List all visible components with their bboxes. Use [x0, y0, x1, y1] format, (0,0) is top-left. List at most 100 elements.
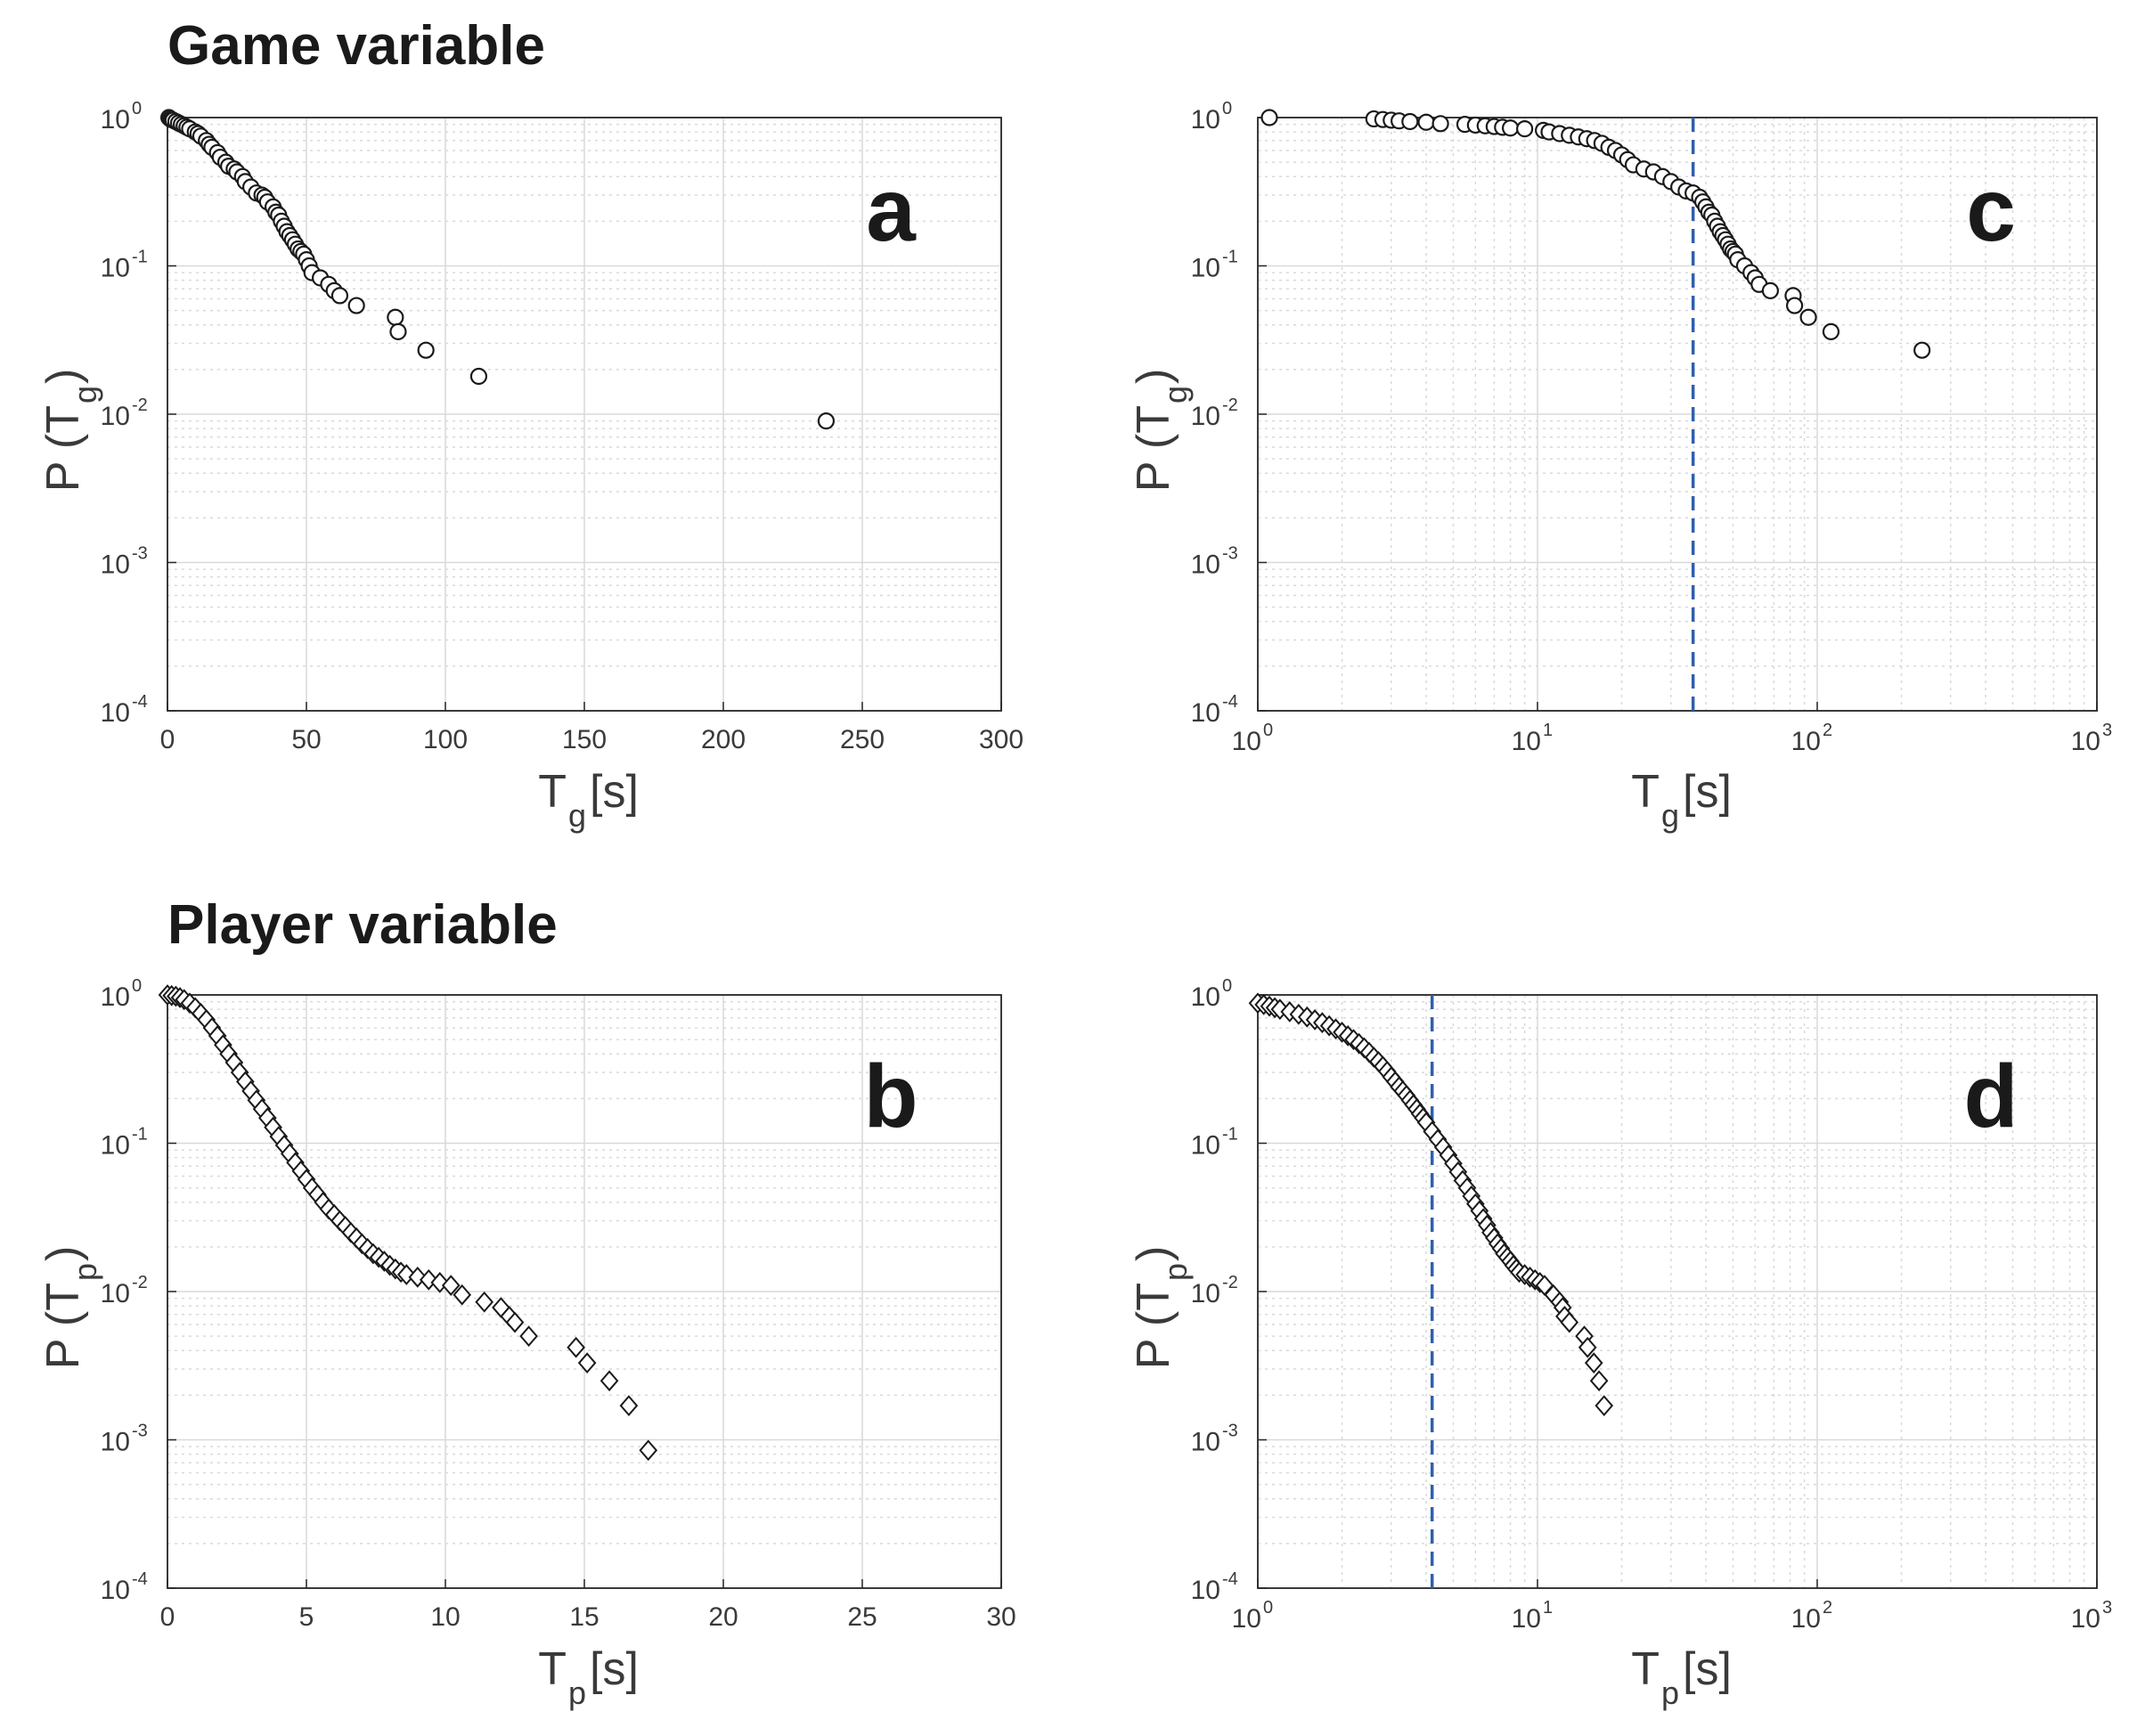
x-axis-label-main: T [538, 1643, 567, 1695]
y-tick-exponent: -2 [1222, 395, 1238, 415]
y-tick-label: 10 -4 [101, 1569, 148, 1605]
y-tick-base: 10 [101, 402, 130, 431]
x-tick-label: 100 [423, 725, 468, 754]
x-axis-label-unit: [s] [1683, 1643, 1732, 1695]
x-tick-label: 30 [986, 1602, 1015, 1632]
plot-frame [167, 117, 1002, 712]
panel-letter: b [863, 1047, 918, 1146]
chart-panel-c: 10 -410 -310 -210 -110 010 0 10 1 10 2 10 3cT g [s]P … [1128, 99, 2112, 834]
panel-letter: d [1963, 1047, 2018, 1146]
y-tick-label: 10 -3 [1191, 544, 1238, 580]
x-tick-label: 15 [569, 1602, 599, 1632]
data-point [330, 287, 349, 305]
y-tick-exponent: -2 [132, 395, 148, 415]
x-tick-label: 10 3 [2071, 1598, 2113, 1634]
data-point [817, 412, 836, 430]
y-tick-exponent: 0 [132, 99, 142, 118]
data-point [1761, 281, 1780, 299]
x-tick-label: 20 [708, 1602, 738, 1632]
y-tick-exponent: -2 [1222, 1273, 1238, 1292]
data-point [639, 1439, 658, 1462]
x-axis-label-sub: g [568, 797, 586, 834]
y-axis-label: P (T g) [1128, 369, 1194, 493]
y-axis-label-sub: p [1157, 1263, 1194, 1281]
y-tick-base: 10 [1191, 1279, 1220, 1308]
data-point [347, 297, 365, 314]
data-point [519, 1325, 538, 1347]
x-tick-label: 50 [291, 725, 321, 754]
x-tick-label: 10 2 [1791, 1598, 1833, 1634]
plot-frame [1257, 994, 2098, 1589]
data-point [441, 1275, 461, 1296]
x-tick-base: 10 [1512, 1604, 1541, 1634]
plot-frame [167, 994, 1002, 1589]
data-point [1785, 297, 1804, 314]
y-tick-base: 10 [1191, 105, 1220, 134]
y-tick-exponent: -4 [1222, 692, 1238, 712]
x-axis-label-main: T [1631, 766, 1660, 818]
data-point [619, 1395, 639, 1417]
y-tick-label: 10 -1 [101, 248, 148, 283]
chart-panel-d: 10 -410 -310 -210 -110 010 0 10 1 10 2 10 3dT p [s]P … [1128, 976, 2112, 1711]
y-tick-exponent: -2 [132, 1273, 148, 1292]
x-tick-exponent: 3 [2102, 721, 2112, 740]
y-tick-label: 10 0 [1191, 99, 1233, 134]
y-tick-label: 10 -4 [1191, 1569, 1238, 1605]
y-tick-base: 10 [101, 1428, 130, 1457]
x-tick-base: 10 [1791, 727, 1821, 756]
data-point [567, 1336, 585, 1358]
y-axis-label-main: P (T [37, 405, 89, 492]
y-axis-label-main: P (T [37, 1283, 89, 1369]
data-point [1595, 1395, 1614, 1417]
x-axis-label-unit: [s] [590, 1643, 639, 1695]
x-tick-base: 10 [1232, 1604, 1261, 1634]
y-tick-exponent: -1 [132, 248, 148, 267]
data-point [469, 367, 488, 386]
y-axis-label-main: P (T [1128, 1283, 1179, 1369]
data-point [387, 308, 404, 326]
x-axis-label-unit: [s] [1683, 766, 1732, 818]
x-tick-label: 150 [562, 725, 607, 754]
x-axis-label-sub: g [1661, 797, 1679, 834]
x-tick-base: 10 [1791, 1604, 1821, 1634]
y-tick-exponent: -3 [1222, 1422, 1238, 1441]
x-tick-label: 10 3 [2071, 721, 2113, 756]
y-tick-label: 10 -2 [101, 395, 148, 431]
y-tick-base: 10 [101, 105, 130, 134]
y-axis-label-main: P (T [1128, 405, 1179, 492]
y-tick-label: 10 -3 [101, 1422, 148, 1457]
y-axis-label-sub: g [1157, 386, 1194, 403]
y-tick-base: 10 [1191, 1131, 1220, 1161]
x-tick-base: 10 [2071, 727, 2100, 756]
x-tick-exponent: 1 [1543, 1598, 1553, 1618]
data-point [417, 341, 435, 359]
y-tick-base: 10 [1191, 1428, 1220, 1457]
data-point [1501, 119, 1520, 137]
y-tick-base: 10 [101, 254, 130, 283]
x-axis-label-sub: p [1661, 1675, 1679, 1711]
data-point [475, 1291, 494, 1313]
y-tick-exponent: -3 [132, 1422, 148, 1441]
data-point [1516, 120, 1534, 138]
y-tick-base: 10 [101, 982, 130, 1012]
data-point [419, 1268, 438, 1291]
section-title-game: Game variable [167, 15, 545, 77]
y-tick-label: 10 0 [101, 99, 143, 134]
y-tick-exponent: -1 [1222, 248, 1238, 267]
y-tick-base: 10 [1191, 1576, 1220, 1605]
x-tick-exponent: 1 [1543, 721, 1553, 740]
y-tick-label: 10 0 [101, 976, 143, 1012]
x-tick-exponent: 0 [1263, 1598, 1273, 1618]
x-tick-label: 200 [701, 725, 746, 754]
y-tick-label: 10 -1 [1191, 1125, 1238, 1161]
y-tick-base: 10 [1191, 550, 1220, 580]
y-axis-label: P (T p) [1128, 1246, 1194, 1370]
data-point [389, 322, 407, 340]
data-point [1822, 322, 1840, 340]
data-point [1799, 308, 1817, 326]
